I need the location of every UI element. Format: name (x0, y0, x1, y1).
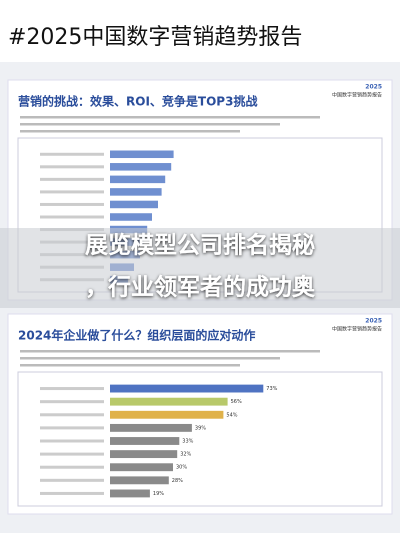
value-label: 30% (176, 465, 187, 471)
bar (110, 213, 152, 221)
post-title: #2025中国数字营销趋势报告 (8, 25, 302, 50)
report-brand: 中国数字营销趋势报告 (332, 326, 382, 333)
bar (110, 200, 158, 209)
value-label: 39% (195, 425, 206, 431)
category-label-placeholder (40, 452, 104, 456)
bar (110, 384, 264, 393)
bar (110, 489, 150, 498)
bar (110, 163, 172, 171)
text-line (20, 130, 240, 133)
bar (110, 397, 228, 406)
bar (110, 437, 180, 445)
page-title: 营销的挑战：效果、ROI、竞争是TOP3挑战 (18, 94, 257, 109)
category-label-placeholder (40, 478, 104, 482)
value-label: 73% (266, 386, 277, 392)
category-label-placeholder (40, 152, 104, 156)
category-label-placeholder (40, 400, 104, 404)
text-line (20, 350, 320, 353)
value-label: 33% (182, 439, 193, 445)
text-line (20, 123, 280, 126)
category-label-placeholder (40, 426, 104, 430)
overlay-band (0, 228, 400, 308)
report-year: 2025 (365, 84, 382, 91)
bar (110, 463, 173, 472)
bar (110, 476, 169, 485)
overlay-line: ，行业领军者的成功奥 (85, 274, 316, 301)
category-label-placeholder (40, 491, 104, 495)
category-label-placeholder (40, 465, 104, 469)
category-label-placeholder (40, 387, 104, 391)
bar (110, 410, 224, 419)
value-label: 54% (226, 412, 237, 418)
category-label-placeholder (40, 439, 104, 443)
category-label-placeholder (40, 413, 104, 417)
text-line (20, 116, 320, 119)
chart-frame (17, 371, 383, 507)
category-label-placeholder (40, 190, 104, 194)
report-year: 2025 (365, 318, 382, 325)
page-title: 2024年企业做了什么？组织层面的应对动作 (18, 328, 255, 343)
text-line (20, 364, 240, 367)
value-label: 19% (153, 491, 164, 497)
bar (110, 175, 166, 184)
category-label-placeholder (40, 177, 104, 181)
text-line (20, 357, 280, 360)
bar (110, 423, 192, 432)
report-brand: 中国数字营销趋势报告 (332, 92, 382, 99)
value-label: 56% (231, 399, 242, 405)
bar (110, 188, 162, 196)
value-label: 32% (180, 452, 191, 458)
category-label-placeholder (40, 202, 104, 206)
overlay-line: 展览模型公司排名揭秘 (85, 232, 315, 259)
category-label-placeholder (40, 215, 104, 219)
bar (110, 450, 178, 459)
bar (110, 150, 174, 159)
category-label-placeholder (40, 165, 104, 169)
value-label: 28% (172, 478, 183, 484)
